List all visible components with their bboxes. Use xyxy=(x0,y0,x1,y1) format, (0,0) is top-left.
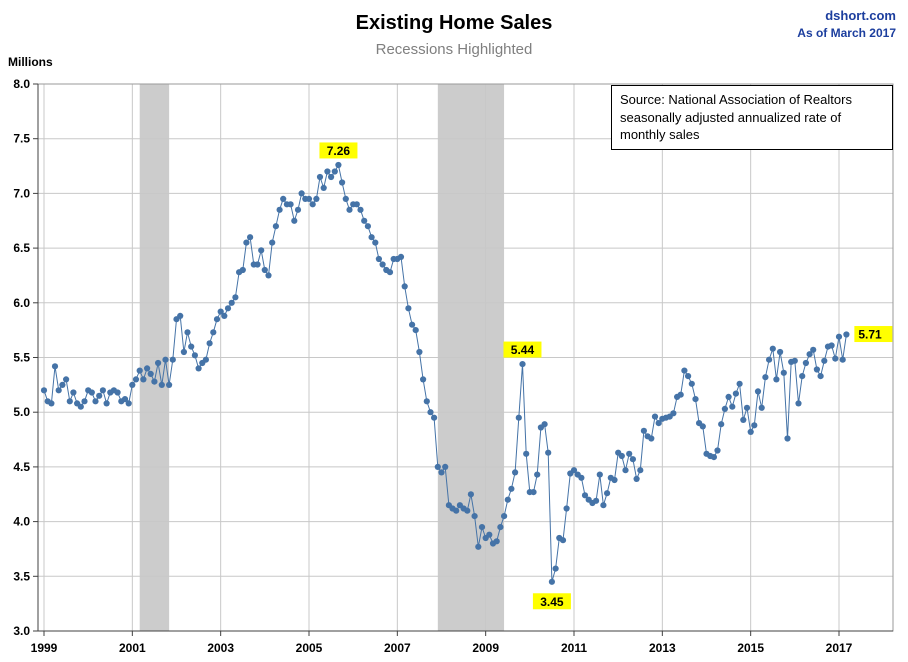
svg-text:2017: 2017 xyxy=(826,641,853,655)
y-axis-title: Millions xyxy=(8,55,53,69)
svg-text:2015: 2015 xyxy=(737,641,764,655)
svg-text:3.0: 3.0 xyxy=(13,624,30,638)
svg-text:8.0: 8.0 xyxy=(13,77,30,91)
svg-text:6.5: 6.5 xyxy=(13,241,30,255)
x-axis-labels: 1999 2001 2003 2005 2007 2009 2011 2013 2015 2017 xyxy=(31,641,853,655)
annotation-5.44: 5.44 xyxy=(511,343,535,357)
brand-dshort: dshort.com xyxy=(825,8,896,23)
svg-text:2001: 2001 xyxy=(119,641,146,655)
annotation-5.71: 5.71 xyxy=(858,328,882,342)
svg-text:2005: 2005 xyxy=(296,641,323,655)
axes xyxy=(33,83,893,636)
svg-text:3.5: 3.5 xyxy=(13,569,30,583)
annotations: 7.26 5.44 3.45 5.71 xyxy=(319,142,893,610)
svg-text:4.0: 4.0 xyxy=(13,515,30,529)
annotation-7.26: 7.26 xyxy=(327,144,351,158)
svg-text:1999: 1999 xyxy=(31,641,58,655)
svg-text:7.5: 7.5 xyxy=(13,132,30,146)
page-title: Existing Home Sales xyxy=(355,12,553,34)
svg-text:2011: 2011 xyxy=(561,641,587,655)
svg-text:2003: 2003 xyxy=(207,641,234,655)
as-of-date: As of March 2017 xyxy=(797,26,896,40)
y-axis-labels: 3.0 3.5 4.0 4.5 5.0 5.5 6.0 6.5 7.0 7.5 8.0 xyxy=(13,77,30,638)
svg-text:6.0: 6.0 xyxy=(13,296,30,310)
series-markers xyxy=(40,161,850,585)
annotation-3.45: 3.45 xyxy=(540,595,564,609)
svg-text:5.5: 5.5 xyxy=(13,351,30,365)
svg-text:2009: 2009 xyxy=(472,641,499,655)
svg-text:4.5: 4.5 xyxy=(13,460,30,474)
svg-text:7.0: 7.0 xyxy=(13,186,30,200)
svg-text:2007: 2007 xyxy=(384,641,411,655)
svg-text:5.0: 5.0 xyxy=(13,405,30,419)
svg-text:2013: 2013 xyxy=(649,641,676,655)
page-subtitle: Recessions Highlighted xyxy=(375,41,533,58)
source-note: Source: National Association of Realtors… xyxy=(611,85,893,150)
